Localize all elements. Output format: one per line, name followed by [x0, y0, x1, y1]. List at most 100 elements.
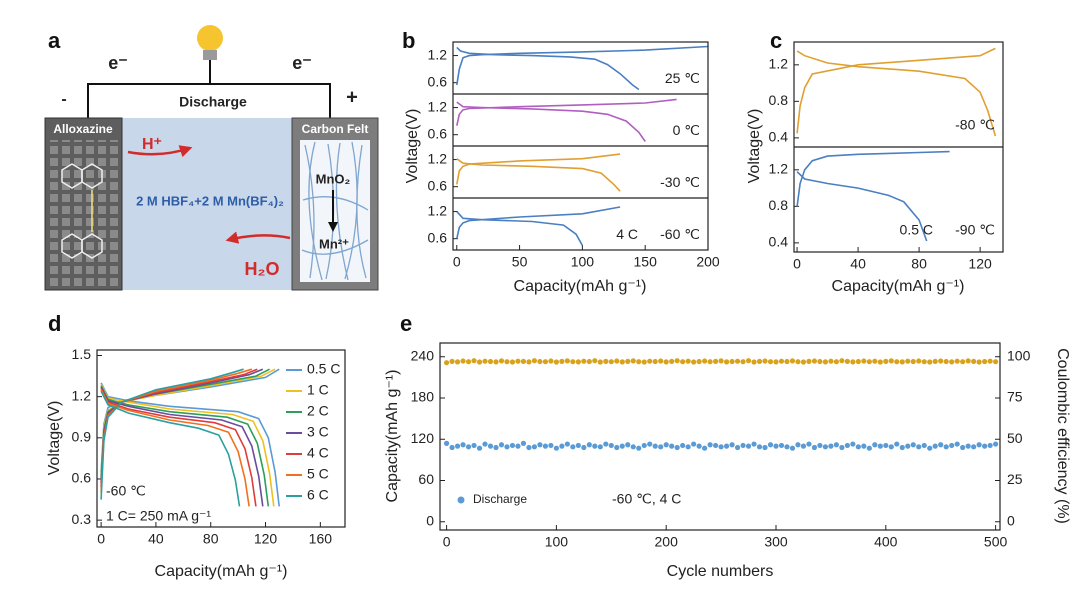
point [520, 358, 527, 364]
point [531, 358, 538, 364]
point [905, 358, 911, 364]
curve [100, 390, 241, 507]
point [993, 359, 999, 365]
y-tick-label: 0.4 [769, 129, 789, 145]
point [987, 442, 993, 449]
point [734, 358, 741, 364]
point [608, 359, 614, 365]
x-tick-label: 50 [512, 254, 528, 270]
annotation: -60 ℃, 4 C [612, 491, 681, 507]
x-tick-label: 400 [874, 534, 898, 550]
y-tick-label: 180 [411, 389, 435, 405]
point [855, 444, 861, 450]
point [570, 444, 576, 450]
legend-label: 0.5 C [307, 361, 340, 377]
electron-label: e⁻ [108, 53, 128, 73]
point [685, 358, 691, 364]
point [921, 442, 927, 449]
point [784, 358, 790, 365]
point [806, 441, 812, 447]
point [449, 358, 455, 364]
curve [100, 389, 250, 507]
curve [100, 385, 270, 507]
point [844, 358, 850, 364]
point [921, 359, 927, 365]
point [740, 359, 746, 365]
x-tick-label: 0 [793, 256, 801, 272]
point [756, 444, 763, 450]
point [861, 443, 867, 449]
x-axis-label: Capacity(mAh g⁻¹) [514, 278, 647, 295]
y-tick-label: 0.6 [428, 177, 448, 193]
point [894, 359, 900, 365]
point [982, 358, 988, 365]
proton-arrow [127, 145, 193, 158]
point [559, 443, 565, 449]
legend-label: 2 C [307, 403, 329, 419]
legend-label: 6 C [307, 487, 329, 503]
point [443, 440, 450, 446]
point [828, 358, 834, 364]
x-tick-label: 160 [309, 531, 333, 547]
point [630, 358, 636, 364]
annotation: 4 C [616, 226, 638, 242]
point [614, 358, 620, 364]
y-tick-label: 120 [411, 430, 435, 446]
point [696, 358, 702, 365]
point [965, 443, 971, 449]
curve [796, 50, 997, 137]
point [520, 440, 527, 446]
panel-label: e [400, 311, 412, 336]
point [575, 442, 581, 449]
y-tick-label: 0.4 [769, 234, 789, 250]
point [658, 444, 664, 450]
point [471, 442, 477, 449]
curve [456, 101, 646, 142]
point [954, 441, 960, 447]
point [965, 358, 971, 364]
point [729, 358, 735, 365]
point [476, 445, 483, 451]
y-axis-label: Capacity(mAh g⁻¹) [384, 370, 401, 503]
point [570, 359, 576, 365]
y-tick-label: 0.8 [769, 197, 789, 213]
point [641, 359, 647, 365]
point [745, 358, 752, 364]
point [526, 359, 532, 365]
point [932, 443, 938, 449]
water-arrow [225, 231, 291, 244]
point [789, 358, 796, 364]
point [691, 359, 697, 365]
point [811, 444, 818, 451]
point [586, 358, 592, 365]
curve [456, 211, 584, 246]
point [839, 444, 845, 451]
y-tick-label: 0.9 [72, 429, 92, 445]
point [537, 442, 543, 448]
curve [456, 46, 640, 91]
point [729, 442, 735, 448]
point [822, 444, 829, 450]
point [713, 358, 719, 364]
legend-label: Discharge [473, 492, 527, 506]
point [773, 359, 779, 365]
legend-label: 1 C [307, 382, 329, 398]
point [866, 359, 872, 365]
point [476, 359, 483, 365]
point [652, 443, 658, 449]
curve [100, 368, 253, 493]
point [592, 358, 598, 364]
point [619, 359, 625, 365]
panel-a: a - + e⁻ e⁻ Discharge Alloxazine Ca [44, 25, 379, 291]
point [603, 441, 609, 447]
point [542, 443, 549, 449]
point [740, 442, 746, 449]
point [855, 358, 861, 365]
point [636, 445, 642, 451]
point [548, 442, 554, 449]
anode-grid [49, 140, 118, 286]
point [553, 359, 559, 365]
curve [796, 150, 950, 207]
point [625, 358, 631, 364]
